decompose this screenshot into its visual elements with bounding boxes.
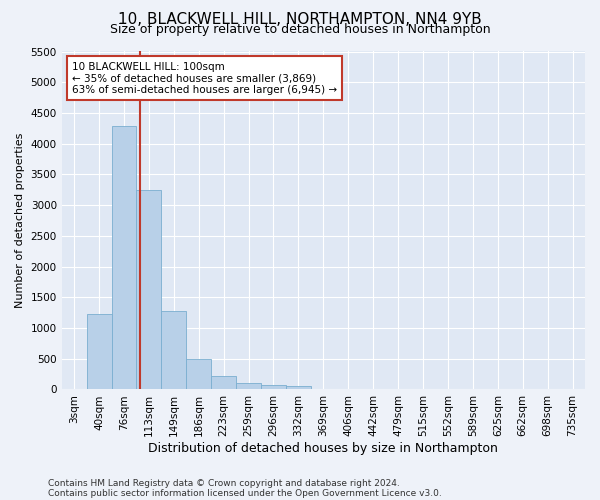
Text: 10 BLACKWELL HILL: 100sqm
← 35% of detached houses are smaller (3,869)
63% of se: 10 BLACKWELL HILL: 100sqm ← 35% of detac… [72, 62, 337, 95]
Bar [136, 190, 161, 390]
Bar [236, 384, 261, 390]
Bar [186, 360, 211, 390]
Bar [261, 386, 286, 390]
X-axis label: Distribution of detached houses by size in Northampton: Distribution of detached houses by size … [148, 442, 498, 455]
Text: Contains HM Land Registry data © Crown copyright and database right 2024.: Contains HM Land Registry data © Crown c… [48, 478, 400, 488]
Bar [286, 386, 311, 390]
Text: 10, BLACKWELL HILL, NORTHAMPTON, NN4 9YB: 10, BLACKWELL HILL, NORTHAMPTON, NN4 9YB [118, 12, 482, 28]
Bar [112, 126, 136, 390]
Y-axis label: Number of detached properties: Number of detached properties [15, 133, 25, 308]
Text: Contains public sector information licensed under the Open Government Licence v3: Contains public sector information licen… [48, 488, 442, 498]
Bar [86, 314, 112, 390]
Bar [161, 312, 186, 390]
Bar [211, 376, 236, 390]
Text: Size of property relative to detached houses in Northampton: Size of property relative to detached ho… [110, 22, 490, 36]
